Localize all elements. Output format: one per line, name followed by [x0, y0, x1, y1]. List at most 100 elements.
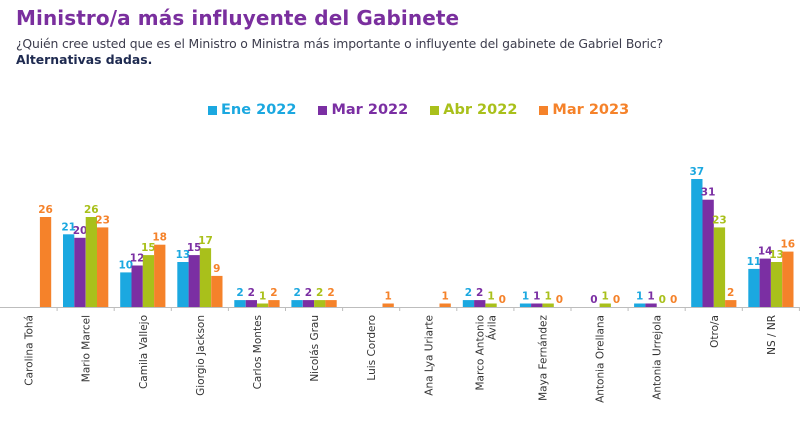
bar-luis-cordero-mar-2023: [382, 303, 394, 307]
data-label-maya-fernandez-abr-2022: 1: [544, 291, 551, 303]
x-tick-label-line: Nicolás Grau: [309, 315, 321, 382]
data-label-ns-nr-ene-2022: 11: [747, 256, 762, 268]
bar-ns-nr-mar-2023: [782, 251, 794, 307]
data-label-carlos-montes-abr-2022: 1: [259, 291, 266, 303]
legend-item-mar-2022: Mar 2022: [318, 102, 408, 118]
bar-maya-fernandez-abr-2022: [542, 303, 554, 307]
bar-ns-nr-mar-2022: [759, 258, 771, 307]
data-label-antonia-urrejola-mar-2023: 0: [670, 294, 677, 306]
bar-nicolas-grau-ene-2022: [291, 300, 303, 307]
bar-giorgio-jackson-mar-2022: [188, 255, 200, 307]
bar-camila-vallejo-mar-2022: [131, 265, 143, 307]
bar-carlos-montes-abr-2022: [256, 303, 269, 307]
data-label-marco-antonio-avila-abr-2022: 1: [487, 291, 494, 303]
legend-swatch-mar-2022: [318, 105, 328, 115]
data-label-maya-fernandez-mar-2022: 1: [533, 291, 540, 303]
data-label-mario-marcel-abr-2022: 26: [84, 204, 99, 216]
data-label-giorgio-jackson-ene-2022: 13: [176, 249, 191, 261]
data-label-carlos-montes-mar-2023: 2: [270, 287, 277, 299]
x-tick-label-mario-marcel: Mario Marcel: [81, 315, 93, 382]
data-label-giorgio-jackson-mar-2023: 9: [213, 263, 220, 275]
data-label-ns-nr-mar-2023: 16: [780, 239, 795, 251]
data-label-otro-a-abr-2022: 23: [712, 214, 727, 226]
bar-ns-nr-abr-2022: [770, 262, 783, 307]
data-label-giorgio-jackson-mar-2022: 15: [187, 242, 202, 254]
x-tick-label-line: Maya Fernández: [537, 315, 549, 401]
bar-marco-antonio-avila-abr-2022: [485, 303, 497, 307]
data-label-marco-antonio-avila-mar-2022: 2: [476, 287, 483, 299]
data-label-maya-fernandez-ene-2022: 1: [522, 291, 529, 303]
data-label-luis-cordero-mar-2023: 1: [384, 291, 391, 303]
bar-marco-antonio-avila-mar-2022: [474, 300, 486, 307]
data-label-nicolas-grau-ene-2022: 2: [293, 287, 300, 299]
data-label-antonia-urrejola-ene-2022: 1: [636, 291, 643, 303]
bar-nicolas-grau-mar-2022: [302, 300, 315, 307]
x-tick-label-ana-lya-uriarte: Ana Lya Uriarte: [423, 315, 435, 396]
bar-otro-a-mar-2023: [725, 300, 737, 307]
data-label-antonia-orellana-abr-2022: 1: [602, 291, 609, 303]
bar-mario-marcel-mar-2023: [97, 227, 109, 307]
x-tick-label-line: NS / NR: [766, 315, 778, 355]
data-label-antonia-urrejola-abr-2022: 0: [659, 294, 666, 306]
chart-title: Ministro/a más influyente del Gabinete: [16, 6, 460, 30]
bar-carolina-toha-mar-2023: [39, 217, 52, 307]
data-label-ana-lya-uriarte-mar-2023: 1: [442, 291, 449, 303]
data-label-marco-antonio-avila-mar-2023: 0: [499, 294, 506, 306]
data-label-nicolas-grau-mar-2023: 2: [327, 287, 334, 299]
x-tick-label-ns-nr: NS / NR: [766, 315, 778, 355]
x-tick-label-line: Ávila: [485, 315, 498, 340]
legend-label-abr-2022: Abr 2022: [443, 102, 518, 118]
legend-item-mar-2023: Mar 2023: [539, 102, 629, 118]
x-tick-label-line: Antonia Urrejola: [652, 315, 664, 400]
x-tick-label-antonia-urrejola: Antonia Urrejola: [652, 315, 664, 400]
data-label-camila-vallejo-mar-2023: 18: [152, 232, 167, 244]
data-label-ns-nr-abr-2022: 13: [769, 249, 784, 261]
legend-swatch-abr-2022: [430, 105, 440, 115]
bar-maya-fernandez-ene-2022: [519, 303, 532, 307]
data-label-nicolas-grau-abr-2022: 2: [316, 287, 323, 299]
legend-label-mar-2023: Mar 2023: [552, 102, 630, 118]
x-tick-label-line: Giorgio Jackson: [195, 315, 207, 396]
data-label-otro-a-ene-2022: 37: [689, 166, 704, 178]
chart-note: Alternativas dadas.: [16, 52, 153, 67]
x-tick-label-line: Ana Lya Uriarte: [423, 315, 435, 396]
data-label-mario-marcel-ene-2022: 21: [61, 221, 76, 233]
data-label-otro-a-mar-2023: 2: [727, 287, 734, 299]
bar-camila-vallejo-abr-2022: [142, 255, 155, 307]
legend-swatch-mar-2023: [539, 105, 549, 115]
bar-camila-vallejo-mar-2023: [154, 244, 166, 307]
x-tick-label-line: Marco Antonio: [474, 315, 486, 391]
data-label-carolina-toha-mar-2023: 26: [38, 204, 53, 216]
x-tick-label-line: Carlos Montes: [252, 315, 264, 389]
x-tick-label-line: Carolina Tohá: [24, 315, 36, 386]
data-label-maya-fernandez-mar-2023: 0: [556, 294, 563, 306]
data-label-giorgio-jackson-abr-2022: 17: [198, 235, 213, 247]
x-tick-label-marco-antonio-avila: Marco Antonio Ávila: [474, 315, 498, 391]
data-label-carlos-montes-mar-2022: 2: [248, 287, 255, 299]
bar-ana-lya-uriarte-mar-2023: [439, 303, 451, 307]
data-label-antonia-orellana-mar-2022: 0: [590, 294, 597, 306]
bar-camila-vallejo-ene-2022: [120, 272, 132, 307]
x-tick-label-carolina-toha: Carolina Tohá: [24, 315, 36, 386]
bar-mario-marcel-ene-2022: [63, 234, 75, 307]
bar-otro-a-mar-2022: [702, 199, 714, 307]
legend-swatch-ene-2022: [208, 105, 217, 115]
bar-nicolas-grau-abr-2022: [314, 300, 326, 307]
bar-giorgio-jackson-abr-2022: [199, 248, 212, 307]
data-label-otro-a-mar-2022: 31: [701, 187, 716, 199]
bar-carlos-montes-mar-2022: [245, 300, 257, 307]
bar-mario-marcel-abr-2022: [85, 217, 97, 307]
x-tick-label-line: Otro/a: [709, 315, 721, 348]
bar-ns-nr-ene-2022: [748, 268, 760, 307]
bar-antonia-orellana-abr-2022: [599, 303, 611, 307]
legend-item-ene-2022: Ene 2022: [208, 102, 296, 118]
x-tick-label-line: Luis Cordero: [366, 315, 378, 381]
bar-nicolas-grau-mar-2023: [325, 300, 337, 307]
bar-otro-a-ene-2022: [691, 179, 703, 307]
bar-carlos-montes-mar-2023: [268, 300, 280, 307]
legend-item-abr-2022: Abr 2022: [430, 102, 517, 118]
legend-label-ene-2022: Ene 2022: [221, 102, 297, 118]
x-tick-label-maya-fernandez: Maya Fernández: [537, 315, 549, 401]
x-tick-label-line: Mario Marcel: [81, 315, 93, 382]
bar-otro-a-abr-2022: [713, 227, 726, 307]
